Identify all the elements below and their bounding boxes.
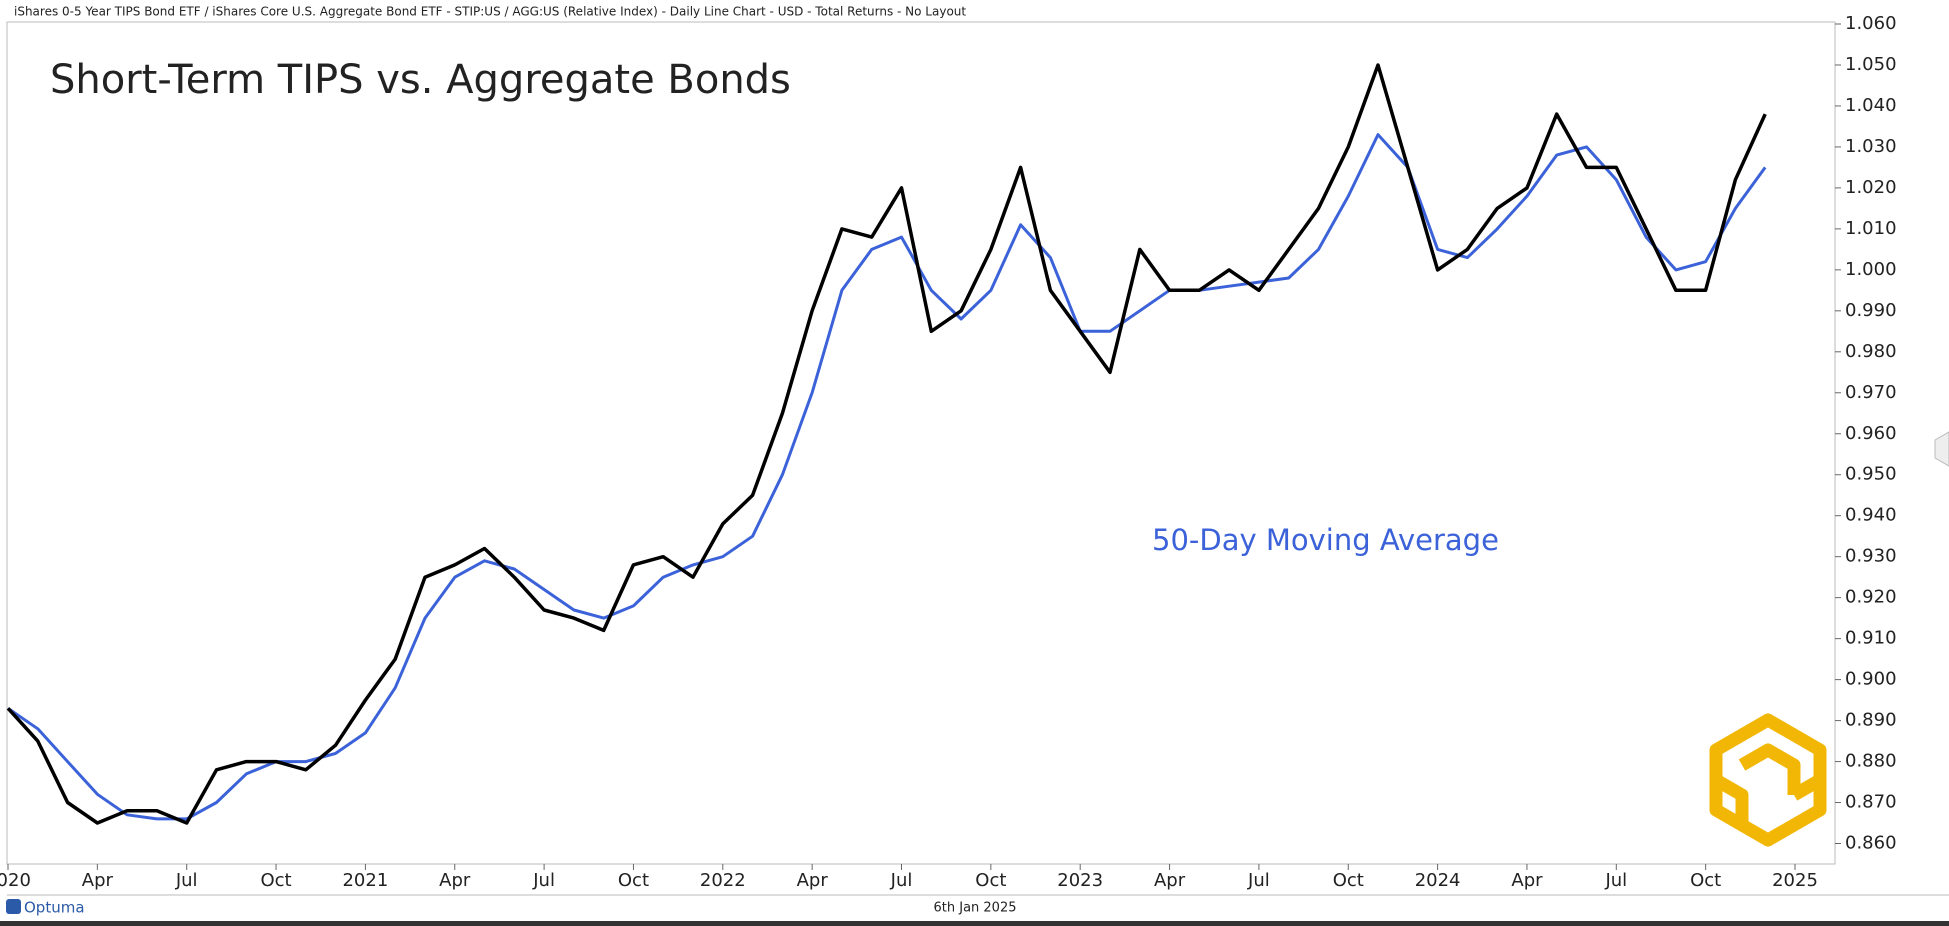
x-tick-label: Apr xyxy=(439,870,471,891)
y-tick-label: 0.990 xyxy=(1845,300,1897,321)
annotation: 50-Day Moving Average xyxy=(1152,523,1499,557)
y-tick-label: 0.860 xyxy=(1845,833,1897,854)
y-tick-label: 0.880 xyxy=(1845,751,1897,772)
y-tick-label: 1.030 xyxy=(1845,136,1897,157)
x-tick-label: Oct xyxy=(1333,870,1364,891)
y-tick-label: 1.000 xyxy=(1845,259,1897,280)
y-tick-label: 0.950 xyxy=(1845,464,1897,485)
x-tick-label: Apr xyxy=(797,870,829,891)
x-tick-label: Oct xyxy=(975,870,1006,891)
y-tick-label: 1.010 xyxy=(1845,218,1897,239)
x-tick-label: 2022 xyxy=(700,870,746,891)
x-tick-label: Apr xyxy=(1511,870,1543,891)
x-tick-label: 2023 xyxy=(1057,870,1103,891)
x-tick-label: Oct xyxy=(1690,870,1721,891)
x-tick-label: Jul xyxy=(175,870,198,891)
brand: Optuma xyxy=(24,899,85,917)
y-tick-label: 0.870 xyxy=(1845,792,1897,813)
y-tick-label: 0.930 xyxy=(1845,546,1897,567)
y-tick-label: 0.980 xyxy=(1845,341,1897,362)
y-tick-label: 0.890 xyxy=(1845,710,1897,731)
x-tick-label: Apr xyxy=(82,870,114,891)
x-tick-label: 2024 xyxy=(1415,870,1461,891)
series-line xyxy=(6,63,1767,825)
x-tick-label: Jul xyxy=(532,870,555,891)
y-tick-label: 1.050 xyxy=(1845,54,1897,75)
y-tick-label: 1.040 xyxy=(1845,95,1897,116)
header: iShares 0-5 Year TIPS Bond ETF / iShares… xyxy=(14,5,966,19)
x-tick-label: 2021 xyxy=(342,870,388,891)
y-tick-label: 0.920 xyxy=(1845,587,1897,608)
x-tick-label: Oct xyxy=(618,870,649,891)
y-tick-label: 0.970 xyxy=(1845,382,1897,403)
logo xyxy=(1709,713,1827,847)
bottom-bar xyxy=(0,921,1949,926)
x-tick-label: Jul xyxy=(1604,870,1627,891)
side-tab[interactable] xyxy=(1934,431,1949,467)
x-tick-label: Jul xyxy=(1247,870,1270,891)
y-tick-label: 1.020 xyxy=(1845,177,1897,198)
y-tick-label: 0.910 xyxy=(1845,628,1897,649)
plot-frame xyxy=(6,21,1836,865)
footer-date: 6th Jan 2025 xyxy=(934,901,1017,916)
x-tick-label: Apr xyxy=(1154,870,1186,891)
y-tick-label: 0.940 xyxy=(1845,505,1897,526)
y-tick-label: 1.060 xyxy=(1845,13,1897,34)
chart-title: Short-Term TIPS vs. Aggregate Bonds xyxy=(50,57,791,103)
y-tick-label: 0.900 xyxy=(1845,669,1897,690)
x-tick-label: 2020 xyxy=(0,870,31,891)
brand-icon xyxy=(6,899,21,914)
x-tick-label: Jul xyxy=(890,870,913,891)
x-tick-label: 2025 xyxy=(1772,870,1818,891)
x-tick-label: Oct xyxy=(260,870,291,891)
y-tick-label: 0.960 xyxy=(1845,423,1897,444)
series-line xyxy=(7,133,1767,821)
